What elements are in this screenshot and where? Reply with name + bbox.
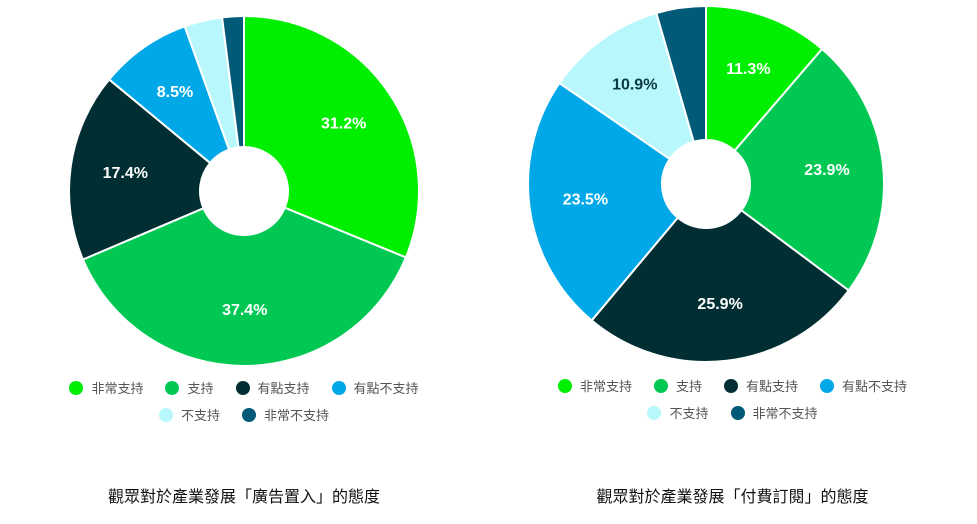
pie-chart-subscription: 11.3% 23.9% 25.9% 23.5% 10.9% xyxy=(527,4,885,363)
data-label-1-3: 23.5% xyxy=(563,192,608,209)
legend-item[interactable]: 支持 xyxy=(165,378,214,397)
pie-chart-ad-placement: 31.2% 37.4% 17.4% 8.5% xyxy=(68,14,420,367)
legend-label: 不支持 xyxy=(669,407,709,422)
legend-swatch xyxy=(653,378,668,393)
legend-item[interactable]: 不支持 xyxy=(158,405,220,424)
legend-ad-placement: 非常支持 支持 有點支持 有點不支持不支持 非常不支持 xyxy=(0,378,488,424)
pie-slice-1-3 xyxy=(527,81,680,322)
legend-swatch xyxy=(647,405,662,420)
data-label-0-3: 8.5% xyxy=(157,84,193,101)
legend-item[interactable]: 有點支持 xyxy=(235,378,310,397)
chart-panel-ad-placement: 31.2% 37.4% 17.4% 8.5% 非常支持 支持 有點支持 有點不支持 不支持 非常… xyxy=(0,0,488,524)
pie-slice-1-4 xyxy=(558,11,695,161)
legend-label: 有點支持 xyxy=(746,380,799,395)
data-label-1-1: 23.9% xyxy=(804,162,849,179)
data-label-1-2: 25.9% xyxy=(697,296,742,313)
legend-label: 非常不支持 xyxy=(752,407,818,422)
legend-item[interactable]: 不支持 xyxy=(647,403,709,422)
legend-label: 支持 xyxy=(675,380,702,395)
legend-swatch xyxy=(235,380,250,395)
pie-slice-1-1 xyxy=(733,47,885,292)
legend-swatch xyxy=(331,380,346,395)
pie-slice-1-5 xyxy=(655,4,707,143)
legend-swatch xyxy=(557,378,572,393)
legend-label: 有點不支持 xyxy=(353,382,419,397)
legend-label: 非常不支持 xyxy=(264,409,330,424)
data-label-0-2: 17.4% xyxy=(103,165,148,182)
legend-row: 非常支持 支持 有點支持 有點不支持 xyxy=(557,376,907,395)
legend-swatch xyxy=(158,407,173,422)
chart-panel-subscription: 11.3% 23.9% 25.9% 23.5% 10.9% 非常支持 支持 有點支持 有點不支… xyxy=(488,0,977,524)
legend-item[interactable]: 非常不支持 xyxy=(730,403,818,422)
data-label-0-1: 37.4% xyxy=(222,302,267,319)
chart-title-subscription: 觀眾對於產業發展「付費訂閱」的態度 xyxy=(596,487,869,506)
legend-swatch xyxy=(69,380,84,395)
pie-slice-0-1 xyxy=(81,206,408,367)
legend-row: 非常支持 支持 有點支持 有點不支持 xyxy=(69,378,419,397)
legend-swatch xyxy=(242,407,256,422)
legend-label: 有點不支持 xyxy=(842,380,908,395)
data-label-1-0: 11.3% xyxy=(726,61,770,78)
pie-slice-0-5 xyxy=(220,14,245,149)
legend-item[interactable]: 支持 xyxy=(653,376,702,395)
legend-item[interactable]: 非常不支持 xyxy=(242,405,329,424)
legend-swatch xyxy=(820,378,835,393)
legend-item[interactable]: 有點不支持 xyxy=(331,378,419,397)
pie-slice-1-0 xyxy=(705,4,824,153)
pie-slice-0-2 xyxy=(68,78,212,261)
legend-item[interactable]: 非常支持 xyxy=(69,378,143,397)
legend-label: 非常支持 xyxy=(579,380,632,395)
legend-subscription: 非常支持 支持 有點支持 有點不支持不支持 非常不支持 xyxy=(488,376,977,422)
legend-item[interactable]: 有點不支持 xyxy=(820,376,907,395)
legend-label: 支持 xyxy=(187,382,214,397)
pie-slice-1-2 xyxy=(590,208,851,363)
legend-label: 有點支持 xyxy=(257,382,310,397)
legend-row: 不支持 非常不支持 xyxy=(647,403,818,422)
legend-swatch xyxy=(724,378,738,393)
legend-swatch xyxy=(730,405,745,420)
chart-title-ad-placement: 觀眾對於產業發展「廣告置入」的態度 xyxy=(107,487,380,506)
legend-swatch xyxy=(165,380,180,395)
legend-row: 不支持 非常不支持 xyxy=(158,405,329,424)
legend-item[interactable]: 有點支持 xyxy=(724,376,798,395)
legend-label: 不支持 xyxy=(180,409,220,424)
legend-label: 非常支持 xyxy=(91,382,144,397)
data-label-1-4: 10.9% xyxy=(612,77,657,94)
pie-slice-0-0 xyxy=(243,14,420,259)
legend-item[interactable]: 非常支持 xyxy=(557,376,632,395)
data-label-0-0: 31.2% xyxy=(321,115,366,132)
